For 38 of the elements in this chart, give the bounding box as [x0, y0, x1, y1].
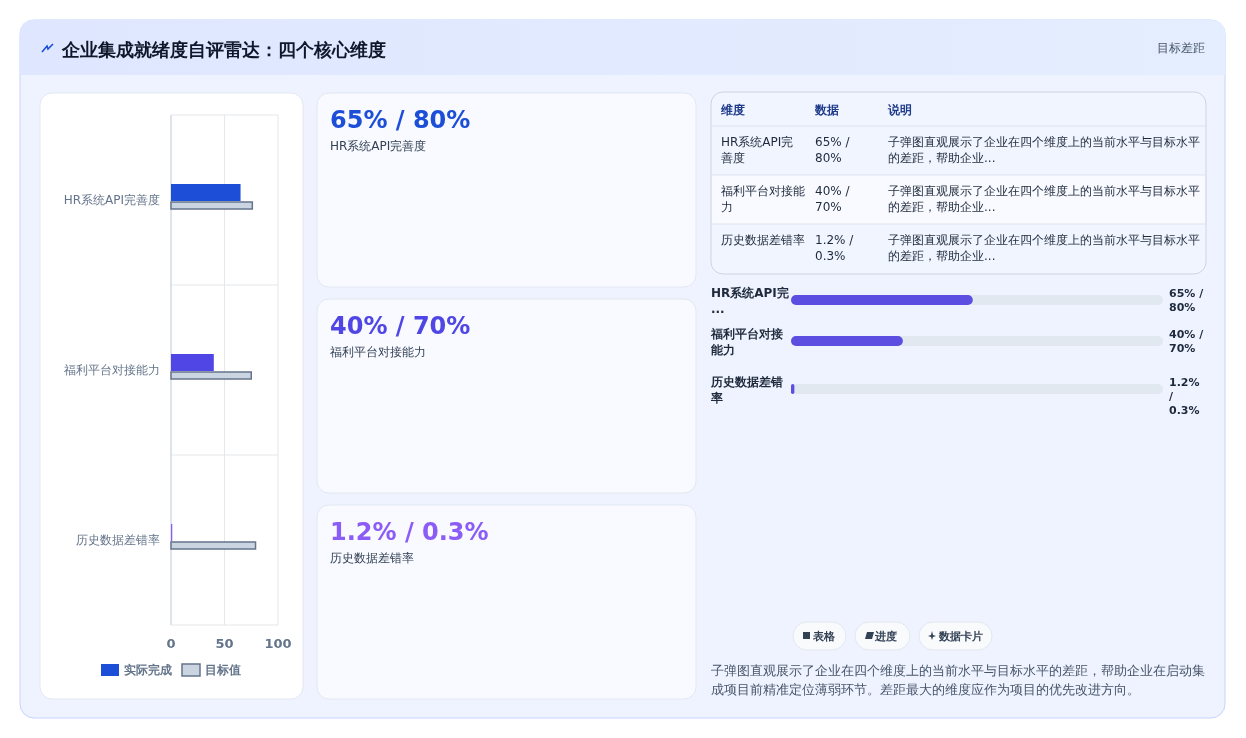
text: 子弹图直观展示了企业在四个维度上的当前水平与目标水平的差距，帮助企业...	[888, 135, 1200, 165]
text: 1.2% / 0.3%	[815, 233, 855, 263]
text: 65% / 80%	[815, 135, 851, 165]
text: 维度	[720, 103, 745, 117]
y-tick-label: 历史数据差错率	[710, 375, 783, 405]
bar	[171, 354, 214, 371]
text: 企业集成就绪度自评雷达：四个核心维度	[61, 39, 386, 60]
text: 1.2% / 0.3%	[330, 518, 489, 546]
y-tick-label: HR系统API完善度	[63, 193, 160, 207]
text: 子弹图直观展示了企业在四个维度上的当前水平与目标水平的差距，帮助企业在启动集成项目前精准定位薄弱环节。差距最大的维度应作为项目的优先改进方向。	[711, 663, 1205, 697]
text: HR系统API完善度	[330, 139, 427, 153]
text: 数据卡片	[938, 630, 983, 643]
text: 历史数据差错率	[721, 233, 805, 247]
text: 数据	[814, 103, 839, 117]
legend-label: 实际完成	[124, 663, 172, 677]
text: 40% / 70%	[330, 312, 471, 340]
y-tick-label: 历史数据差错率	[76, 533, 160, 547]
text: 子弹图直观展示了企业在四个维度上的当前水平与目标水平的差距，帮助企业...	[888, 233, 1200, 263]
text: 福利平台对接能力	[330, 345, 426, 359]
text: 40% / 70%	[815, 184, 851, 214]
text: 历史数据差错率	[330, 551, 414, 565]
text: 说明	[887, 103, 912, 117]
legend-label: 目标值	[205, 663, 241, 677]
text: 进度	[874, 630, 897, 643]
bar	[171, 184, 241, 201]
x-tick-label: 100	[264, 636, 292, 651]
x-tick-label: 50	[215, 636, 234, 651]
text: 65% / 80%	[330, 106, 471, 134]
text: 目标差距	[1157, 41, 1205, 55]
x-tick-label: 0	[166, 636, 176, 651]
y-tick-label: HR系统API完...	[711, 286, 789, 316]
text: 表格	[812, 630, 836, 643]
y-tick-label: 福利平台对接能力	[64, 363, 160, 377]
y-tick-label: 福利平台对接能力	[710, 327, 783, 357]
data-label: 65% / 80%	[1169, 287, 1205, 314]
data-label: 40% / 70%	[1169, 328, 1205, 355]
text: 子弹图直观展示了企业在四个维度上的当前水平与目标水平的差距，帮助企业...	[888, 184, 1200, 214]
data-label: 1.2% / 0.3%	[1169, 376, 1200, 417]
